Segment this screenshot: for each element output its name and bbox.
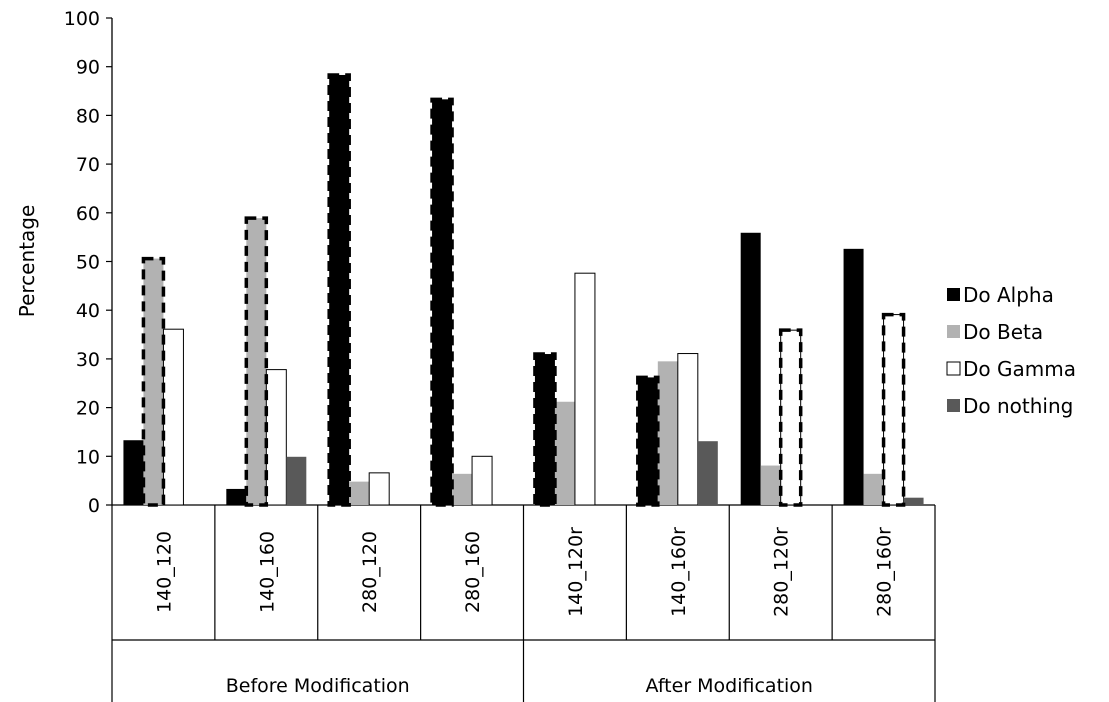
highlight-outline-280_120r	[778, 328, 803, 507]
category-label: 140_120r	[565, 527, 587, 617]
legend-swatch-do-beta	[947, 325, 960, 338]
bar-do-gamma-280_120	[368, 472, 390, 506]
y-tick-label: 90	[76, 57, 100, 79]
bar-do-gamma-280_160	[471, 455, 493, 506]
legend-label: Do nothing	[963, 394, 1073, 418]
bar-do-alpha-280_120r	[740, 232, 761, 505]
highlight-outline-140_160	[244, 216, 269, 507]
highlight-outlines	[141, 73, 906, 507]
y-tick-label: 100	[64, 8, 100, 30]
bar-do-alpha-280_160r	[843, 248, 864, 505]
category-axis: 140_120 140_160 280_120 280_160 140_120r 140_…	[111, 505, 936, 702]
bar-do-gamma-140_160r	[677, 353, 699, 506]
category-label: 140_160r	[668, 527, 690, 617]
bar-do-gamma-140_120	[162, 328, 184, 506]
y-tick-label: 60	[76, 203, 100, 225]
axes	[111, 18, 935, 506]
highlight-outline-280_160	[430, 97, 454, 507]
bars	[123, 74, 924, 506]
bar-do-nothing-140_160r	[697, 441, 718, 505]
bar-do-alpha-140_160	[226, 488, 247, 505]
bar-do-alpha-140_120	[123, 440, 144, 505]
legend-swatch-do-nothing	[947, 399, 960, 412]
legend-label: Do Gamma	[963, 357, 1076, 381]
highlight-outline-140_120r	[533, 352, 557, 507]
bar-do-beta-140_160	[246, 218, 267, 506]
legend-label: Do Alpha	[963, 283, 1054, 307]
bar-do-gamma-140_120r	[574, 272, 596, 506]
bar-do-gamma-280_120r	[780, 329, 802, 506]
legend-swatch-do-gamma	[946, 361, 961, 376]
bar-do-nothing-140_160	[286, 456, 307, 505]
y-tick-label: 10	[76, 446, 100, 468]
highlight-outline-140_160r	[636, 375, 660, 507]
legend-swatch-do-alpha	[947, 288, 960, 301]
category-label: 280_160	[462, 531, 484, 613]
bar-do-alpha-140_120r	[534, 354, 555, 505]
category-label: 140_160	[256, 531, 278, 613]
highlight-outline-280_120	[327, 73, 351, 507]
bar-do-gamma-140_160	[265, 369, 287, 506]
bar-do-alpha-280_120	[329, 74, 350, 505]
legend-label: Do Beta	[963, 320, 1043, 344]
highlight-outline-140_120	[141, 256, 166, 507]
bar-do-beta-280_120	[349, 481, 370, 505]
category-label: 280_120r	[771, 527, 793, 617]
group-label: Before Modification	[226, 675, 410, 697]
category-label: 140_120	[153, 531, 175, 613]
group-label: After Modification	[646, 675, 813, 697]
y-ticks: 0 10 20 30 40 50 60 70 80 90 100	[64, 8, 112, 517]
y-tick-label: 70	[76, 154, 100, 176]
y-tick-label: 50	[76, 252, 100, 274]
bar-do-gamma-280_160r	[883, 314, 905, 506]
legend: Do Alpha Do Beta Do Gamma Do nothing	[946, 283, 1076, 418]
bar-do-alpha-280_160	[432, 99, 453, 505]
bar-do-nothing-280_160r	[903, 497, 924, 505]
category-label: 280_160r	[874, 527, 896, 617]
bar-do-alpha-140_160r	[637, 377, 658, 505]
category-label: 280_120	[359, 531, 381, 613]
bar-do-beta-140_120	[143, 258, 164, 505]
y-tick-label: 40	[76, 300, 100, 322]
highlight-outline-280_160r	[881, 312, 906, 507]
y-tick-label: 0	[88, 495, 100, 517]
y-axis-label: Percentage	[15, 205, 39, 318]
bar-do-beta-140_160r	[657, 361, 678, 505]
y-tick-label: 30	[76, 349, 100, 371]
bar-do-beta-280_160	[452, 473, 473, 505]
y-tick-label: 80	[76, 105, 100, 127]
bar-do-beta-280_120r	[760, 465, 781, 505]
bar-do-beta-280_160r	[863, 473, 884, 505]
bar-do-beta-140_120r	[554, 401, 575, 505]
y-tick-label: 20	[76, 398, 100, 420]
